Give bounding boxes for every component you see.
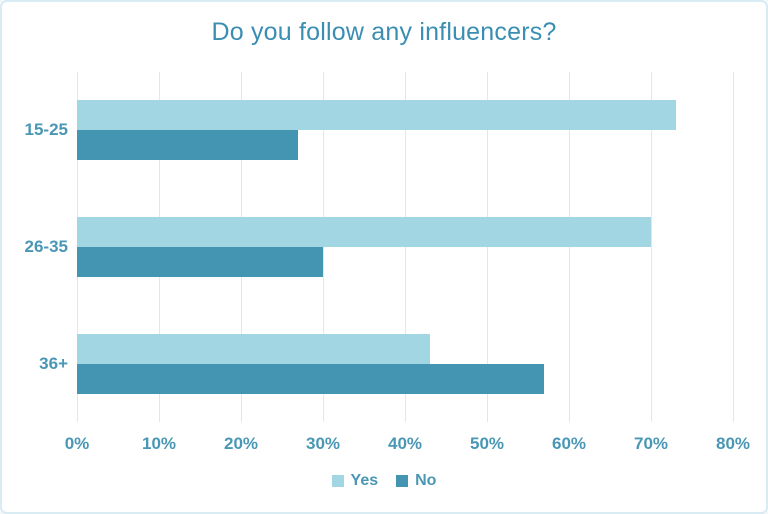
x-axis-tick-label: 40%	[387, 434, 423, 453]
legend-label: No	[415, 472, 437, 489]
gridline	[733, 72, 734, 422]
bar-no-36+	[77, 363, 545, 394]
bar-no-26-35	[77, 247, 323, 277]
x-axis-labels: 0% 10% 20% 30% 40% 50% 60% 70% 80%	[65, 433, 750, 457]
x-axis-tick-label: 0%	[64, 434, 90, 453]
bars	[77, 72, 733, 422]
legend-item-yes: Yes	[331, 472, 379, 490]
gridline	[323, 72, 324, 422]
x-axis-tick-label: 20%	[223, 434, 259, 453]
legend-swatch-yes	[331, 475, 344, 487]
legend-label: Yes	[350, 472, 379, 489]
x-axis-tick-label: 70%	[633, 434, 669, 453]
y-axis-labels: 15-25 26-35 36+	[2, 72, 68, 422]
x-axis-tick-label: 60%	[551, 434, 587, 453]
legend: Yes No	[2, 472, 766, 490]
legend-swatch-no	[396, 475, 409, 487]
x-axis-tick-label: 10%	[141, 434, 177, 453]
y-axis-category-label: 15-25	[24, 120, 68, 140]
gridline	[405, 72, 406, 422]
plot-area	[77, 72, 734, 422]
x-axis-tick-label: 50%	[469, 434, 505, 453]
gridline	[569, 72, 570, 422]
chart-title: Do you follow any influencers?	[211, 18, 557, 46]
y-axis-category-label: 26-35	[24, 237, 68, 256]
bar-yes-26-35	[77, 217, 651, 247]
bar-yes-36+	[77, 333, 430, 364]
legend-item-no: No	[396, 472, 436, 490]
gridline	[487, 72, 488, 422]
bar-no-15-25	[77, 130, 299, 161]
x-axis-tick-label: 80%	[715, 434, 751, 453]
bar-yes-15-25	[77, 100, 676, 131]
y-axis-category-label: 36+	[39, 353, 68, 373]
x-axis-tick-label: 30%	[305, 434, 341, 453]
gridline	[651, 72, 652, 422]
